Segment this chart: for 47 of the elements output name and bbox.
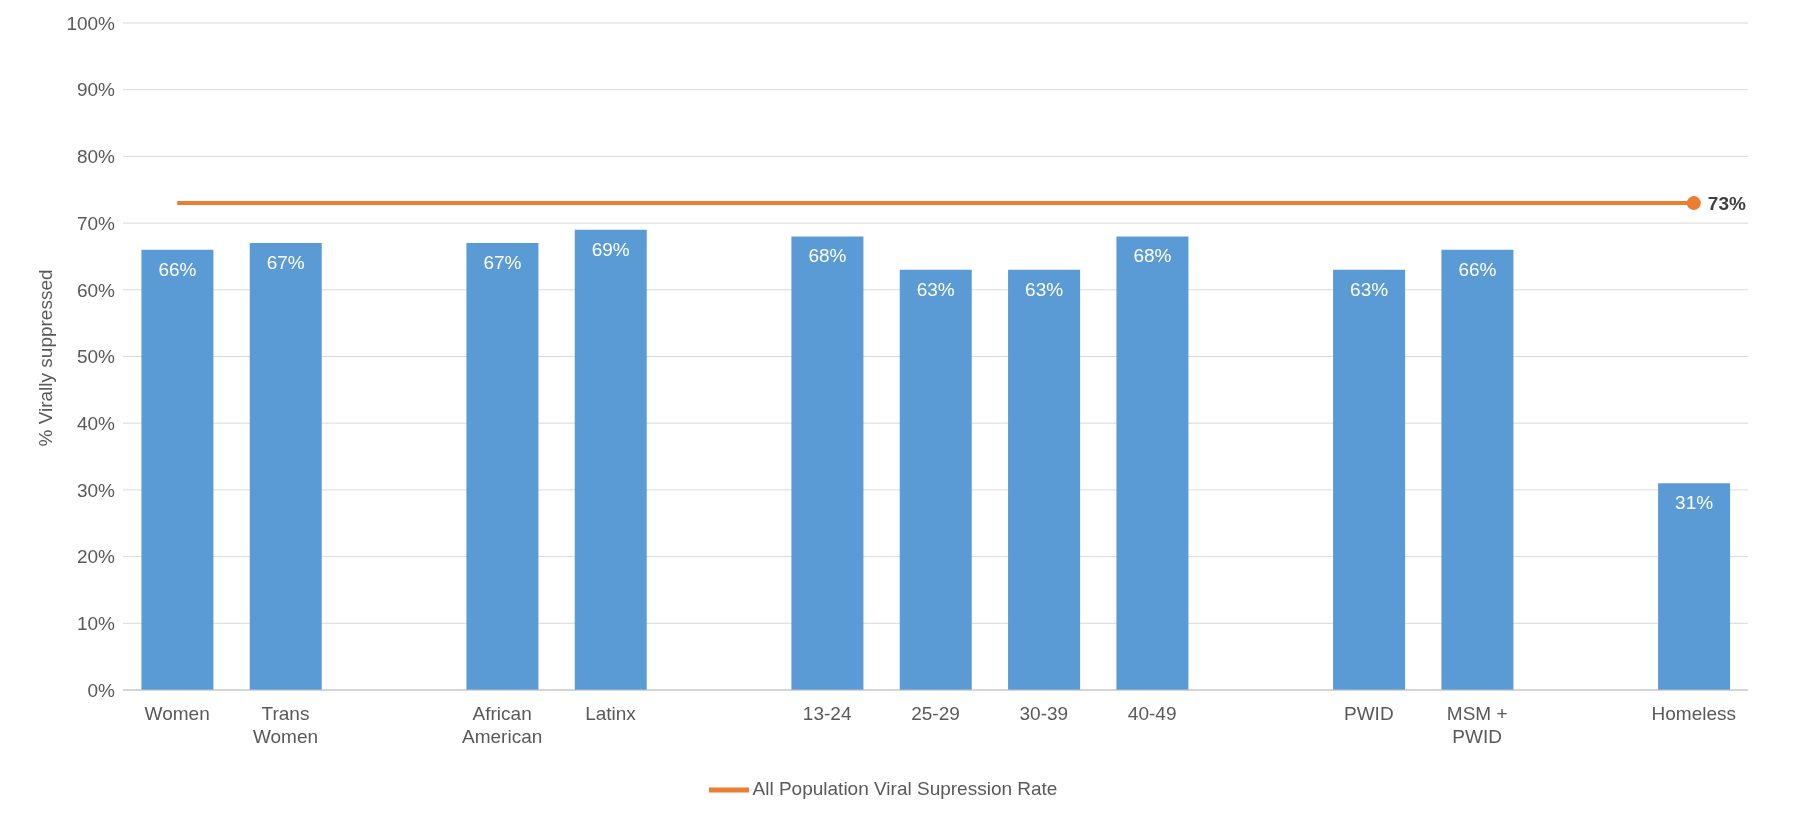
x-tick-label: 40-49: [1127, 703, 1177, 724]
x-tick-label: Women: [144, 703, 210, 724]
bar: [1441, 249, 1514, 690]
bar: [1008, 269, 1081, 690]
x-tick-label: 13-24: [802, 703, 852, 724]
bar: [141, 249, 214, 690]
y-tick-label: 30%: [76, 479, 116, 501]
data-label: 63%: [916, 278, 955, 300]
y-axis-title: % Virally suppressed: [34, 269, 56, 447]
y-tick-label: 50%: [76, 346, 116, 368]
data-label: 73%: [1707, 193, 1746, 215]
y-tick-label: 40%: [76, 412, 116, 434]
data-label: 67%: [266, 252, 305, 274]
bar: [1333, 269, 1406, 690]
bar: [466, 243, 539, 690]
y-tick-label: 20%: [76, 546, 116, 568]
data-label: 31%: [1675, 492, 1714, 514]
y-tick-label: 80%: [76, 146, 116, 168]
data-label: 63%: [1025, 278, 1064, 300]
bar: [791, 236, 864, 690]
bar: [1658, 483, 1731, 690]
bar: [249, 243, 322, 690]
data-label: 66%: [1458, 258, 1497, 280]
data-label: 68%: [808, 245, 847, 267]
data-label: 67%: [483, 252, 522, 274]
y-tick-label: 0%: [87, 679, 116, 701]
x-tick-label: 25-29: [911, 703, 960, 724]
x-tick-label: Latinx: [585, 703, 637, 724]
x-tick-label: Trans Women: [252, 703, 319, 747]
x-tick-label: MSM + PWID: [1446, 703, 1508, 747]
legend-label: All Population Viral Supression Rate: [752, 778, 1058, 800]
y-tick-label: 100%: [66, 12, 116, 34]
x-tick-label: 30-39: [1019, 703, 1069, 724]
y-tick-label: 70%: [76, 212, 116, 234]
bar: [574, 229, 647, 690]
x-tick-label: Homeless: [1651, 703, 1737, 724]
x-tick-label: African American: [462, 703, 543, 747]
data-label: 63%: [1350, 278, 1389, 300]
data-label: 69%: [591, 238, 630, 260]
data-label: 66%: [158, 258, 197, 280]
bar: [1116, 236, 1189, 690]
bar: [899, 269, 972, 690]
y-tick-label: 90%: [76, 79, 116, 101]
y-tick-label: 60%: [76, 279, 116, 301]
y-tick-label: 10%: [76, 613, 116, 635]
data-label: 68%: [1133, 245, 1172, 267]
x-tick-label: PWID: [1344, 703, 1394, 724]
